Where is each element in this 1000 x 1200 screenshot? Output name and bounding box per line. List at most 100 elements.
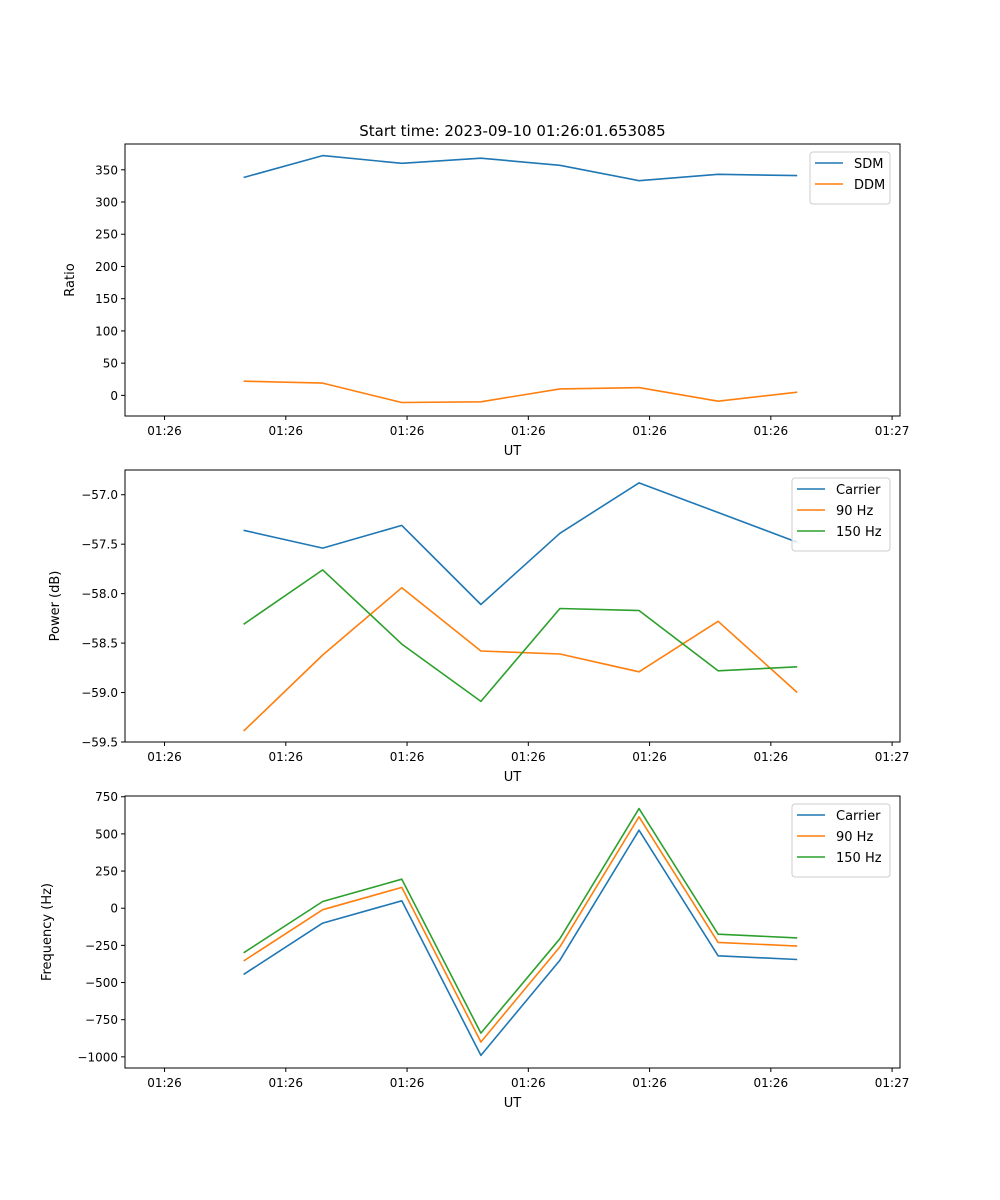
data-point-90-hz-8 bbox=[797, 692, 798, 693]
y-tick-label: −59.0 bbox=[81, 686, 118, 700]
y-tick-label: −500 bbox=[85, 976, 118, 990]
y-tick-label: 250 bbox=[95, 865, 118, 879]
data-point-ddm-7 bbox=[718, 401, 719, 402]
data-point-90-hz-2 bbox=[322, 909, 323, 910]
x-tick-label: 01:26 bbox=[632, 750, 667, 764]
y-tick-label: 250 bbox=[95, 228, 118, 242]
data-point-150-hz-8 bbox=[797, 666, 798, 667]
data-point-90-hz-4 bbox=[480, 1042, 481, 1043]
y-tick-label: −57.5 bbox=[81, 538, 118, 552]
x-tick-label: 01:26 bbox=[632, 1076, 667, 1090]
series-line-ddm bbox=[243, 380, 798, 404]
data-point-150-hz-6 bbox=[639, 808, 640, 809]
x-tick-label: 01:26 bbox=[390, 424, 425, 438]
data-point-carrier-4 bbox=[480, 1055, 481, 1056]
y-tick-label: 50 bbox=[103, 357, 118, 371]
data-point-ddm-3 bbox=[401, 402, 402, 403]
y-tick-label: 500 bbox=[95, 827, 118, 841]
x-tick-label: 01:26 bbox=[147, 750, 182, 764]
legend-label: SDM bbox=[854, 157, 883, 172]
data-point-150-hz-5 bbox=[559, 608, 560, 609]
y-tick-label: 350 bbox=[95, 163, 118, 177]
data-point-90-hz-3 bbox=[401, 587, 402, 588]
y-tick-label: −58.5 bbox=[81, 637, 118, 651]
data-point-carrier-5 bbox=[559, 533, 560, 534]
data-point-150-hz-2 bbox=[322, 901, 323, 902]
data-point-90-hz-1 bbox=[243, 961, 244, 962]
data-point-90-hz-3 bbox=[401, 887, 402, 888]
data-point-150-hz-3 bbox=[401, 644, 402, 645]
x-axis-label: UT bbox=[504, 1096, 522, 1111]
y-tick-label: −250 bbox=[85, 939, 118, 953]
data-point-sdm-3 bbox=[401, 163, 402, 164]
data-point-90-hz-5 bbox=[559, 654, 560, 655]
legend-frame bbox=[791, 803, 891, 878]
series-line-90-hz bbox=[243, 815, 798, 1043]
x-tick-label: 01:26 bbox=[632, 424, 667, 438]
y-tick-label: 750 bbox=[95, 790, 118, 804]
legend: SDM DDM bbox=[809, 151, 891, 205]
legend-label: 150 Hz bbox=[836, 851, 882, 866]
x-tick-label: 01:26 bbox=[754, 1076, 789, 1090]
data-point-ddm-2 bbox=[322, 383, 323, 384]
legend-frame bbox=[809, 151, 891, 205]
data-point-sdm-4 bbox=[480, 158, 481, 159]
data-point-carrier-2 bbox=[322, 923, 323, 924]
series-line-150-hz bbox=[243, 807, 798, 1034]
y-tick-label: −58.0 bbox=[81, 587, 118, 601]
data-point-carrier-3 bbox=[401, 525, 402, 526]
data-point-90-hz-6 bbox=[639, 816, 640, 817]
chart-title: Start time: 2023-09-10 01:26:01.653085 bbox=[359, 122, 665, 140]
series-line-sdm bbox=[243, 154, 798, 182]
data-point-150-hz-8 bbox=[797, 937, 798, 938]
y-tick-label: 0 bbox=[110, 902, 118, 916]
data-point-150-hz-6 bbox=[639, 610, 640, 611]
data-point-carrier-7 bbox=[718, 955, 719, 956]
y-tick-label: −1000 bbox=[77, 1050, 118, 1064]
data-point-90-hz-6 bbox=[639, 671, 640, 672]
data-point-90-hz-7 bbox=[718, 942, 719, 943]
subplot-1: 01:26 01:26 01:26 01:26 01:26 01:26 01:27 0 50 10… bbox=[63, 143, 909, 459]
data-point-sdm-7 bbox=[718, 174, 719, 175]
y-axis-label: Frequency (Hz) bbox=[40, 883, 55, 981]
y-axis-label: Power (dB) bbox=[48, 571, 63, 642]
data-point-150-hz-5 bbox=[559, 938, 560, 939]
series-line-150-hz bbox=[243, 569, 798, 703]
x-tick-label: 01:27 bbox=[875, 750, 910, 764]
data-point-carrier-4 bbox=[480, 604, 481, 605]
x-tick-label: 01:26 bbox=[390, 750, 425, 764]
data-point-ddm-5 bbox=[559, 388, 560, 389]
series-line-carrier bbox=[243, 482, 798, 606]
y-axis-label: Ratio bbox=[63, 263, 78, 296]
data-point-150-hz-2 bbox=[322, 569, 323, 570]
data-point-sdm-1 bbox=[243, 177, 244, 178]
x-tick-label: 01:26 bbox=[511, 1076, 546, 1090]
data-point-sdm-6 bbox=[639, 180, 640, 181]
y-tick-label: 300 bbox=[95, 196, 118, 210]
x-tick-label: 01:26 bbox=[268, 424, 303, 438]
legend-label: 90 Hz bbox=[836, 504, 873, 519]
y-tick-label: −750 bbox=[85, 1013, 118, 1027]
x-tick-label: 01:26 bbox=[511, 424, 546, 438]
data-point-carrier-6 bbox=[639, 830, 640, 831]
x-tick-label: 01:26 bbox=[268, 750, 303, 764]
data-point-carrier-1 bbox=[243, 530, 244, 531]
data-point-90-hz-8 bbox=[797, 946, 798, 947]
data-point-150-hz-1 bbox=[243, 952, 244, 953]
data-point-carrier-1 bbox=[243, 974, 244, 975]
legend-label: Carrier bbox=[836, 809, 881, 824]
subplot-2: 01:26 01:26 01:26 01:26 01:26 01:26 01:27 −59.5… bbox=[48, 469, 910, 785]
y-tick-label: 150 bbox=[95, 292, 118, 306]
data-point-150-hz-3 bbox=[401, 879, 402, 880]
data-point-carrier-2 bbox=[322, 548, 323, 549]
data-point-150-hz-7 bbox=[718, 934, 719, 935]
x-tick-label: 01:26 bbox=[511, 750, 546, 764]
data-point-90-hz-5 bbox=[559, 946, 560, 947]
y-tick-label: −59.5 bbox=[81, 736, 118, 750]
x-tick-label: 01:26 bbox=[754, 750, 789, 764]
data-point-sdm-2 bbox=[322, 155, 323, 156]
data-point-sdm-5 bbox=[559, 165, 560, 166]
data-point-carrier-5 bbox=[559, 960, 560, 961]
subplot-3: 01:26 01:26 01:26 01:26 01:26 01:26 01:27 −1000… bbox=[40, 790, 909, 1111]
x-tick-label: 01:26 bbox=[754, 424, 789, 438]
